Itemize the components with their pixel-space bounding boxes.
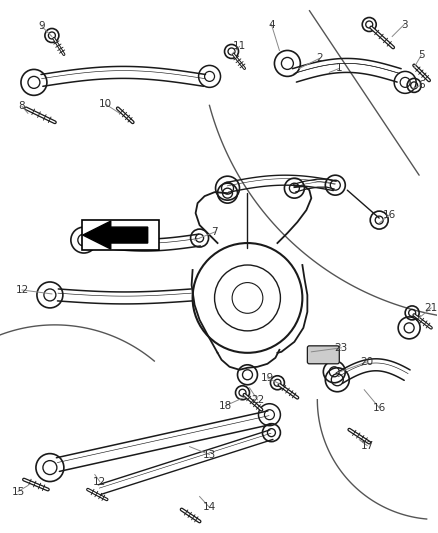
Text: 22: 22: [251, 395, 264, 405]
Text: 7: 7: [211, 227, 218, 237]
Text: 19: 19: [261, 373, 274, 383]
Text: 9: 9: [39, 21, 45, 31]
Text: 17: 17: [360, 441, 374, 450]
Text: 5: 5: [418, 51, 424, 60]
Text: 8: 8: [19, 101, 25, 111]
FancyBboxPatch shape: [82, 220, 159, 250]
Text: 4: 4: [268, 20, 275, 29]
Text: 23: 23: [335, 343, 348, 353]
Text: 12: 12: [93, 477, 106, 487]
Text: 15: 15: [11, 487, 25, 497]
Text: 16: 16: [373, 403, 386, 413]
Text: 13: 13: [203, 450, 216, 459]
Text: 6: 6: [418, 80, 424, 91]
Text: 2: 2: [316, 53, 323, 63]
FancyArrow shape: [83, 221, 148, 249]
Text: FWD: FWD: [103, 229, 136, 241]
Text: 10: 10: [99, 99, 112, 109]
Text: 12: 12: [15, 285, 28, 295]
Text: 20: 20: [360, 357, 374, 367]
FancyBboxPatch shape: [307, 346, 339, 364]
Text: 16: 16: [382, 210, 396, 220]
Text: 14: 14: [203, 503, 216, 513]
Text: 18: 18: [219, 401, 232, 411]
Text: 1: 1: [336, 63, 343, 74]
Text: 21: 21: [424, 303, 438, 313]
Text: 11: 11: [233, 42, 246, 52]
Text: 3: 3: [401, 20, 407, 29]
